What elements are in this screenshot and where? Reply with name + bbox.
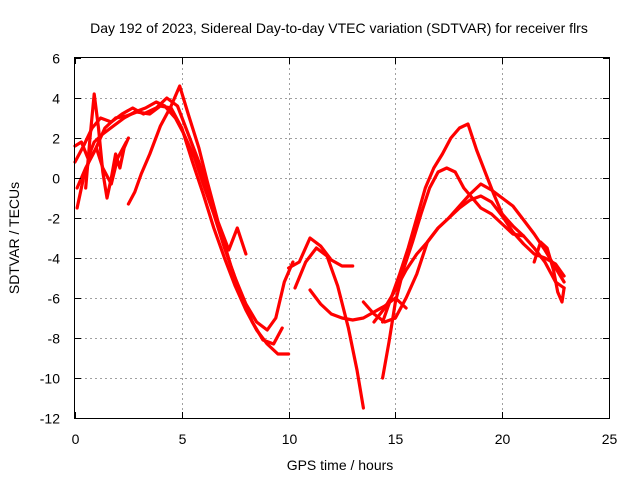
grid-lines (75, 58, 609, 418)
y-tick-label: -8 (48, 331, 61, 347)
series-track-12 (372, 194, 566, 324)
plot-frame (74, 57, 610, 419)
series-track-6 (126, 84, 248, 256)
x-tick-label: 25 (602, 431, 618, 447)
y-tick-label: -12 (40, 411, 60, 427)
y-tick-label: 0 (52, 171, 60, 187)
series-track-14 (532, 240, 566, 304)
y-tick-label: 6 (52, 51, 60, 67)
y-tick-label: -10 (40, 371, 60, 387)
x-tick-labels: 0 5 10 15 20 25 (72, 431, 618, 447)
x-tick-label: 0 (72, 431, 80, 447)
x-axis-label: GPS time / hours (287, 457, 394, 473)
y-axis-label: SDTVAR / TECUs (6, 182, 22, 294)
chart-title: Day 192 of 2023, Sidereal Day-to-day VTE… (90, 20, 588, 36)
y-tick-label: -4 (48, 251, 61, 267)
x-tick-label: 5 (179, 431, 187, 447)
x-tick-label: 15 (388, 431, 404, 447)
series-track-13 (361, 182, 566, 324)
x-tick-label: 20 (495, 431, 511, 447)
series-track-7 (287, 236, 355, 270)
series-track-2 (73, 96, 284, 346)
series-track-3 (75, 104, 291, 356)
series-track-11 (381, 122, 566, 324)
y-tick-label: 2 (52, 131, 60, 147)
axis-ticks (75, 58, 610, 419)
y-tick-labels: 6 4 2 0 -2 -4 -6 -8 -10 -12 (40, 51, 60, 427)
plot-series (73, 84, 566, 410)
y-tick-label: 4 (52, 91, 60, 107)
series-track-5 (84, 92, 130, 200)
y-tick-label: -6 (48, 291, 61, 307)
series-track-8 (293, 246, 365, 410)
x-tick-label: 10 (282, 431, 298, 447)
y-tick-label: -2 (48, 211, 61, 227)
